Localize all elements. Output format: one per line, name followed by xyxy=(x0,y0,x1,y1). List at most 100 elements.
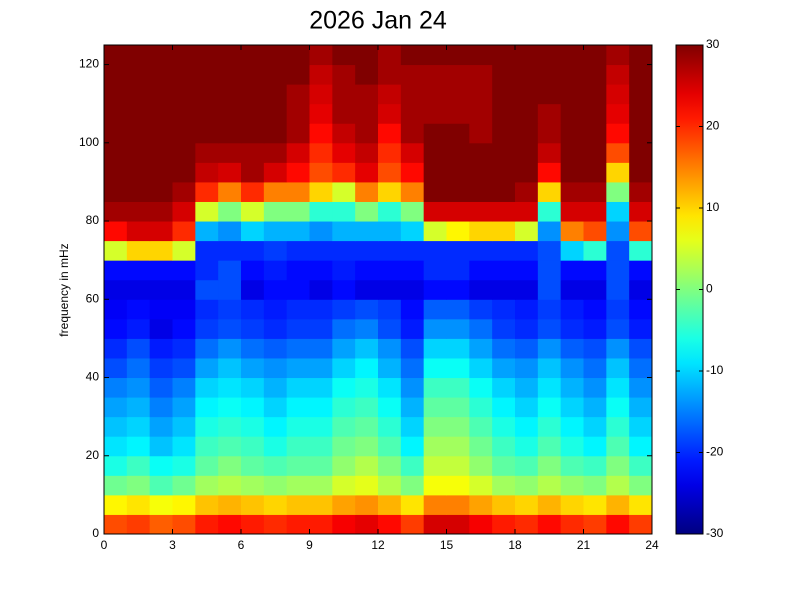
heatmap-cell xyxy=(560,201,584,222)
heatmap-cell xyxy=(515,514,539,535)
heatmap-cell xyxy=(355,162,379,183)
heatmap-cell xyxy=(218,64,242,85)
heatmap-cell xyxy=(286,416,310,437)
heatmap-cell xyxy=(423,397,447,418)
heatmap-cell xyxy=(355,84,379,105)
heatmap-cell xyxy=(629,318,653,339)
heatmap-cell xyxy=(149,123,173,144)
heatmap-cell xyxy=(537,162,562,183)
heatmap-cell xyxy=(126,436,151,457)
heatmap-cell xyxy=(126,299,151,320)
heatmap-cell xyxy=(149,84,173,105)
heatmap-cell xyxy=(104,260,128,281)
heatmap-cell xyxy=(423,514,447,535)
heatmap-cell xyxy=(195,494,219,515)
heatmap-cell xyxy=(423,162,447,183)
heatmap-cell xyxy=(446,142,470,163)
heatmap-cell xyxy=(583,260,607,281)
heatmap-cell xyxy=(263,455,288,476)
heatmap-cell xyxy=(469,318,493,339)
heatmap-cell xyxy=(309,221,333,242)
heatmap-cell xyxy=(378,162,402,183)
heatmap-cell xyxy=(492,123,516,144)
heatmap-cell xyxy=(537,240,562,261)
heatmap-cell xyxy=(469,221,493,242)
heatmap-cell xyxy=(286,455,310,476)
heatmap-cell xyxy=(469,64,493,85)
heatmap-cell xyxy=(378,240,402,261)
heatmap-cell xyxy=(309,514,333,535)
heatmap-cell xyxy=(241,455,265,476)
heatmap-cell xyxy=(629,436,653,457)
heatmap-cell xyxy=(355,221,379,242)
heatmap-cell xyxy=(126,397,151,418)
heatmap-cell xyxy=(492,338,516,359)
heatmap-cell xyxy=(218,221,242,242)
heatmap-cell xyxy=(560,377,584,398)
heatmap-cell xyxy=(104,357,128,379)
heatmap-cell xyxy=(629,299,653,320)
heatmap-cell xyxy=(629,260,653,281)
heatmap-cell xyxy=(423,318,447,339)
heatmap-cell xyxy=(446,494,470,515)
heatmap-cell xyxy=(241,64,265,85)
heatmap-cell xyxy=(309,103,333,124)
heatmap-cell xyxy=(583,45,607,66)
heatmap-cell xyxy=(400,416,425,437)
heatmap-cell xyxy=(629,84,653,105)
heatmap-cell xyxy=(629,162,653,183)
heatmap-cell xyxy=(446,416,470,437)
heatmap-cell xyxy=(492,318,516,339)
heatmap-cell xyxy=(172,377,196,398)
heatmap-cell xyxy=(400,494,425,515)
heatmap-cell xyxy=(423,357,447,379)
heatmap-cell xyxy=(332,494,356,515)
heatmap-cell xyxy=(286,397,310,418)
heatmap-cell xyxy=(355,279,379,300)
heatmap-cell xyxy=(515,181,539,202)
heatmap-cell xyxy=(629,455,653,476)
heatmap-cell xyxy=(515,455,539,476)
heatmap-cell xyxy=(469,455,493,476)
heatmap-cell xyxy=(378,514,402,535)
y-tick-label: 60 xyxy=(86,291,100,305)
heatmap-cell xyxy=(126,45,151,66)
heatmap-cell xyxy=(149,377,173,398)
heatmap-cell xyxy=(537,397,562,418)
heatmap-cell xyxy=(286,142,310,163)
heatmap-cell xyxy=(149,514,173,535)
heatmap-cell xyxy=(515,279,539,300)
heatmap-cell xyxy=(286,84,310,105)
heatmap-cell xyxy=(286,123,310,144)
heatmap-cell xyxy=(263,103,288,124)
heatmap-cell xyxy=(172,318,196,339)
heatmap-cell xyxy=(172,201,196,222)
colorbar-tick-label: 0 xyxy=(706,282,713,296)
heatmap-cell xyxy=(218,338,242,359)
heatmap-cell xyxy=(629,181,653,202)
heatmap-cell xyxy=(492,260,516,281)
heatmap-cell xyxy=(104,397,128,418)
heatmap-cell xyxy=(560,357,584,379)
heatmap-cell xyxy=(560,397,584,418)
heatmap-cell xyxy=(172,279,196,300)
heatmap-cell xyxy=(241,338,265,359)
heatmap-cell xyxy=(104,123,128,144)
heatmap-cell xyxy=(355,377,379,398)
heatmap-cell xyxy=(583,142,607,163)
heatmap-cell xyxy=(469,377,493,398)
heatmap-cell xyxy=(195,338,219,359)
heatmap-cell xyxy=(606,299,630,320)
heatmap-cell xyxy=(446,475,470,496)
heatmap-cell xyxy=(241,299,265,320)
heatmap-cell xyxy=(149,162,173,183)
heatmap-cell xyxy=(286,299,310,320)
colorbar-tick-label: -10 xyxy=(706,363,724,377)
heatmap-cell xyxy=(629,357,653,379)
heatmap-cell xyxy=(537,123,562,144)
heatmap-cell xyxy=(583,84,607,105)
heatmap-cell xyxy=(583,201,607,222)
heatmap-cell xyxy=(218,397,242,418)
heatmap-cell xyxy=(515,260,539,281)
